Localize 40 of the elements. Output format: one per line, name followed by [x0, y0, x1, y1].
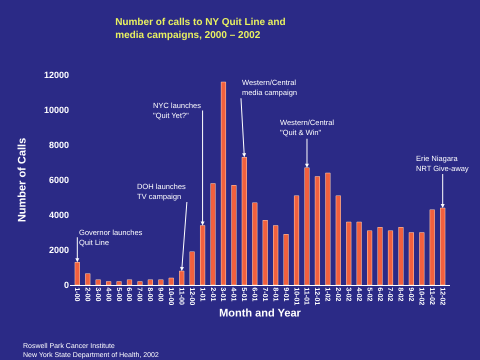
y-tick-label: 6000	[48, 175, 69, 186]
bar	[430, 210, 435, 285]
y-tick-label: 8000	[48, 140, 69, 150]
bar	[398, 227, 404, 285]
bar	[356, 222, 362, 285]
bar	[294, 196, 300, 285]
bar	[336, 196, 341, 285]
y-tick-label: 2000	[48, 245, 69, 256]
y-tick-label: 12000	[44, 70, 69, 80]
bar	[419, 232, 424, 285]
bar	[231, 185, 236, 285]
bar	[158, 280, 164, 285]
bar	[408, 232, 414, 285]
bar	[168, 278, 174, 285]
bar	[116, 281, 122, 285]
bar	[252, 202, 258, 285]
chart-title: Number of calls to NY Quit Line and media campaigns, 2000 – 2002	[115, 17, 286, 42]
bar	[367, 230, 372, 285]
bar	[377, 227, 383, 285]
bar	[388, 230, 394, 285]
bar	[148, 280, 153, 285]
bar	[96, 280, 101, 285]
bar	[284, 234, 289, 285]
bar	[220, 82, 226, 285]
bar	[210, 183, 216, 285]
y-axis-title: Number of Calls	[16, 138, 29, 222]
bar	[262, 220, 268, 285]
bar	[190, 252, 195, 285]
bar	[126, 280, 132, 285]
bar	[325, 172, 330, 285]
y-tick-label: 10000	[44, 105, 69, 116]
bar	[137, 281, 143, 285]
x-axis-title: Month and Year	[219, 308, 302, 320]
y-tick-label: 0	[64, 280, 69, 290]
bar	[314, 176, 320, 285]
bar	[273, 225, 278, 285]
bar	[85, 273, 90, 285]
y-tick-label: 4000	[48, 210, 69, 220]
bar	[346, 222, 352, 285]
bar	[106, 281, 112, 285]
